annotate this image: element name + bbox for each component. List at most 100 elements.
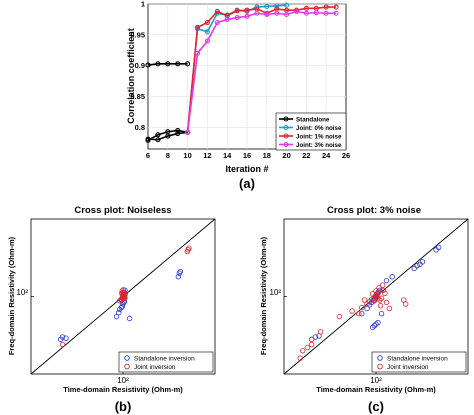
panel-a-xlabel: Iteration #	[225, 164, 268, 174]
scatter-point	[383, 277, 390, 284]
series-point	[254, 10, 260, 16]
series-point	[175, 127, 181, 134]
scatter-point	[297, 355, 303, 361]
y-tick-label: 0.95	[130, 30, 145, 39]
scatter-point	[435, 244, 442, 251]
panel-b-label: (b)	[115, 399, 132, 414]
scatter-point	[59, 334, 66, 340]
series-point	[194, 50, 201, 56]
series-point	[234, 8, 240, 14]
panel-a-line-chart: 6 8 10 12 14 16 18 20 22 24 26 0.8 0.85 0.9 0.95 1 Iter…	[126, 0, 350, 191]
scatter-point	[369, 324, 376, 331]
scatter-point	[312, 334, 319, 340]
legend-box	[118, 351, 214, 373]
series-point	[175, 61, 181, 67]
series-point	[204, 38, 210, 44]
legend-swatch-marker	[283, 116, 289, 122]
series-point	[185, 129, 191, 135]
legend-entry-label: Standalone inversion	[387, 355, 448, 362]
series-point	[303, 10, 309, 16]
scatter-point	[121, 294, 128, 300]
series-point	[155, 61, 161, 67]
series-point	[323, 4, 329, 10]
panel-b-xlabel: Time-domain Resistivity (Ohm-m)	[63, 385, 183, 394]
x-tick-label: 10	[183, 151, 191, 160]
scatter-point	[308, 341, 315, 348]
scatter-point	[175, 274, 182, 280]
y-tick-label: 0.9	[135, 61, 145, 70]
scatter-point	[378, 310, 385, 317]
legend-swatch-marker	[377, 363, 383, 370]
series-point	[313, 10, 319, 16]
panel-c-legend: Standalone inversion Joint inversion	[371, 351, 467, 373]
scatter-point	[177, 268, 184, 275]
legend-entry-label: Standalone inversion	[134, 355, 195, 362]
panel-a-ylabel: Correlation coefficient	[126, 28, 136, 124]
series-point	[244, 13, 250, 19]
series-point	[264, 3, 270, 10]
scatter-point	[380, 287, 386, 294]
series-line	[147, 129, 188, 142]
x-tick-label: 16	[243, 151, 251, 160]
scatter-point	[386, 305, 393, 312]
scatter-point	[317, 329, 324, 335]
scatter-point	[389, 274, 395, 280]
panel-b-legend: Standalone inversion Joint inversion	[118, 351, 214, 373]
scatter-point	[411, 265, 417, 272]
series-line	[186, 10, 337, 133]
panel-c-xlabel: Time-domain Resistivity (Ohm-m)	[316, 385, 436, 394]
scatter-point	[361, 297, 368, 303]
scatter-point	[121, 293, 127, 300]
series-point	[204, 19, 210, 26]
series-point	[214, 19, 220, 26]
legend-swatch-marker	[124, 355, 130, 361]
x-tick-label: 22	[302, 151, 310, 160]
series-point	[333, 10, 339, 16]
panel-c-scatter-chart: Cross plot: 3% noise 10² Time-domain Res…	[259, 205, 469, 414]
panel-b-scatter-chart: Cross plot: Noiseless 10² Time-domain Re…	[7, 205, 216, 414]
y-tick-label: 0.8	[135, 123, 145, 132]
scatter-point	[116, 309, 122, 316]
series-point	[155, 137, 161, 143]
series-point	[234, 15, 240, 21]
legend-swatch-marker	[377, 355, 383, 361]
scatter-point	[336, 313, 343, 320]
series-point	[224, 16, 230, 22]
scatter-point	[300, 347, 306, 354]
series-line	[147, 131, 188, 141]
scatter-point	[419, 259, 426, 265]
legend-entry-label: Joint inversion	[387, 364, 429, 371]
x-tick-label: 24	[322, 151, 331, 160]
scatter-point	[377, 303, 384, 309]
series-point	[194, 24, 201, 30]
scatter-point	[402, 301, 409, 307]
panel-c-label: (c)	[368, 399, 384, 414]
panel-a-label: (a)	[239, 176, 255, 191]
scatter-point	[383, 299, 390, 306]
panel-c-ylabel: Freq-domain Resistivity (Ohm-m)	[259, 236, 268, 355]
scatter-point	[382, 290, 388, 296]
x-tick-label: 12	[203, 151, 211, 160]
series-line	[186, 6, 337, 133]
series-point	[303, 5, 309, 11]
scatter-point	[59, 341, 66, 348]
scatter-point	[359, 304, 365, 311]
panel-c-xtick: 10²	[370, 376, 382, 385]
scatter-point	[359, 310, 365, 317]
scatter-point	[63, 335, 69, 341]
legend-entry-label: Joint: 1% noise	[296, 133, 342, 140]
series-point	[214, 8, 220, 14]
scatter-point	[373, 288, 379, 294]
series-point	[185, 61, 191, 67]
series-point	[145, 137, 151, 143]
scatter-point	[414, 262, 420, 269]
series-point	[274, 10, 280, 16]
scatter-point	[376, 284, 382, 291]
scatter-point	[120, 287, 127, 293]
scatter-point	[304, 344, 311, 351]
panel-b-ytick: 10²	[16, 288, 28, 297]
panel-c-points	[297, 244, 442, 361]
series-line	[147, 63, 188, 66]
series-point	[165, 129, 171, 135]
